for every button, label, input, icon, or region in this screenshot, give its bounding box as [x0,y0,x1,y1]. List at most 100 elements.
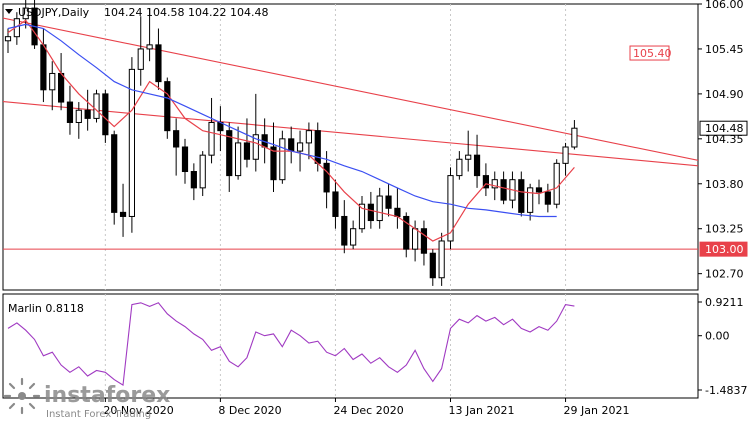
osc-tick-label: 0.9211 [705,296,744,309]
bullish-candle [562,146,569,164]
bearish-candle [173,130,180,148]
bullish-candle [376,195,383,222]
bearish-candle [314,130,321,164]
bearish-candle [385,195,392,209]
osc-tick-label: -1.4837 [705,384,747,397]
x-tick-label: 29 Jan 2021 [564,404,630,417]
bearish-candle [226,130,233,177]
bearish-candle [473,154,481,177]
support-price-label: 103.00 [705,243,744,256]
bullish-candle [350,228,357,246]
oscillator-axis: 0.9211 0.00 -1.4837 [698,296,747,397]
marlin-line [7,302,575,387]
bullish-candle [412,228,419,250]
bearish-candle [155,44,162,83]
symbol-label: USDJPY,Daily [18,6,90,19]
bearish-candle [270,146,277,181]
oscillator-panel-frame [2,293,699,399]
bearish-candle [403,215,410,250]
bearish-candle [190,171,197,189]
watermark-brand: instaforex [44,383,170,408]
bearish-candle [119,211,127,217]
bearish-candle [102,93,109,136]
bearish-candle [181,146,189,173]
bullish-candle [296,142,304,152]
y-tick-label: 103.25 [705,223,744,236]
bullish-candle [553,162,560,205]
y-tick-label: 104.90 [705,88,744,101]
x-tick-label: 24 Dec 2020 [333,404,403,417]
bearish-candle [111,134,118,213]
bearish-candle [429,252,436,279]
bullish-candle [208,121,215,156]
bullish-candle [199,154,206,189]
y-tick-label: 103.80 [705,178,744,191]
bullish-candle [447,175,454,242]
dropdown-triangle-icon[interactable] [5,9,13,14]
bullish-candle [146,44,153,50]
bullish-candle [305,130,312,144]
current-price-label: 104.48 [705,122,744,135]
bullish-candle [527,187,534,213]
bullish-candle [4,36,12,42]
instaforex-logo: instaforex Instant Forex Trading [3,377,170,420]
y-tick-label: 105.45 [705,43,744,56]
current-price-tag [699,120,748,136]
bearish-candle [58,72,65,103]
bullish-candle [358,203,366,230]
x-tick-label: 20 Nov 2020 [103,404,173,417]
time-axis: 20 Nov 2020 8 Dec 2020 24 Dec 2020 13 Jan 2… [103,398,630,417]
bearish-candle [518,179,525,213]
bullish-candle [465,154,472,160]
trendline [3,17,698,161]
logo-burst-icon [3,377,41,415]
bearish-candle [323,162,330,193]
bullish-candle [49,72,56,91]
ohlc-label: 104.24 104.58 104.22 104.48 [104,6,268,19]
bearish-candle [332,191,339,217]
bearish-candle [535,187,543,193]
watermark-tagline: Instant Forex Trading [46,409,151,420]
bullish-candle [235,142,242,177]
bullish-candle [279,138,286,181]
bullish-candle [22,7,29,20]
bearish-candle [66,101,74,123]
bearish-candle [40,44,47,91]
bearish-candle [544,191,551,205]
y-tick-label: 102.70 [705,268,744,281]
trendline-price-label: 105.40 [633,47,672,60]
bearish-candle [341,215,348,246]
bullish-candle [137,48,144,70]
bullish-candle [456,158,463,177]
bearish-candle [84,109,91,119]
y-tick-label: 104.35 [705,133,744,146]
osc-tick-label: 0.00 [705,330,730,343]
oscillator-layer [7,302,575,387]
x-tick-label: 8 Dec 2020 [218,404,281,417]
bearish-candle [394,207,401,217]
price-axis: 106.00 105.45 104.90 104.35 103.80 103.25 102.… [698,0,744,281]
trendline-price-tag [629,45,670,61]
bullish-candle [438,240,445,279]
moving-average-layer [7,19,575,242]
bearish-candle [482,175,489,189]
blue-moving-average [7,23,557,218]
bullish-candle [491,179,498,189]
oscillator-title: Marlin 0.8118 [8,302,84,315]
x-tick-label: 13 Jan 2021 [449,404,515,417]
bearish-candle [243,142,251,160]
grid-layer [104,4,567,398]
price-tags: 105.40 104.48 103.00 [629,45,748,257]
bullish-candle [571,127,578,148]
bullish-candle [252,134,259,160]
bullish-candle [128,68,136,217]
bearish-candle [164,81,171,132]
bearish-candle [420,228,428,254]
bullish-candle [75,109,82,123]
bearish-candle [288,138,295,152]
price-panel-frame [2,3,699,291]
bearish-candle [367,203,374,222]
support-price-tag [699,241,748,257]
